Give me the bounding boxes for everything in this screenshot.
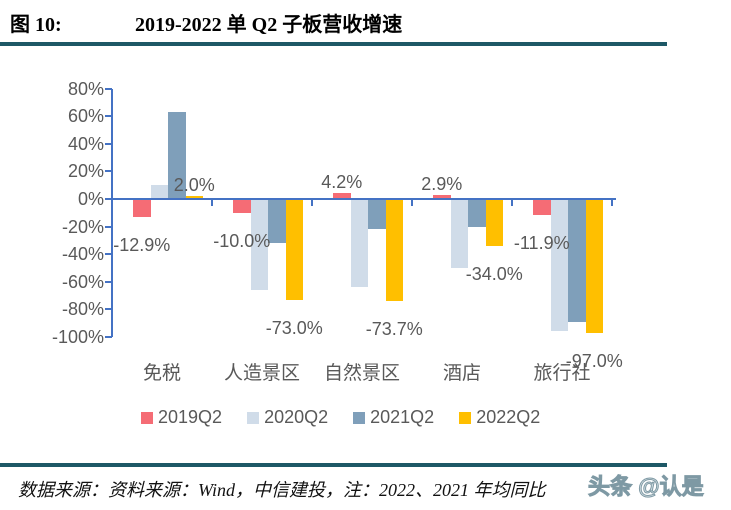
- legend-swatch: [353, 411, 366, 424]
- y-axis-line: [111, 88, 113, 337]
- figure-title: 2019-2022 单 Q2 子板营收增速: [135, 14, 403, 36]
- source-note: 数据来源：资料来源：Wind，中信建投，注：2022、2021 年均同比: [18, 480, 546, 500]
- x-axis-tick-mark: [611, 199, 613, 206]
- y-axis-tick-mark: [105, 253, 112, 256]
- data-label: 2.9%: [421, 173, 463, 194]
- legend-label: 2020Q2: [264, 407, 329, 427]
- data-label: -34.0%: [465, 263, 523, 284]
- y-axis-tick-mark: [105, 336, 112, 338]
- footer-rule: [0, 463, 667, 467]
- bar-2020Q2-旅行社: [550, 199, 568, 332]
- x-axis-zero-line: [111, 198, 616, 200]
- bar-2022Q2-旅行社: [585, 199, 603, 333]
- y-axis-tick-label: 20%: [67, 161, 104, 182]
- y-axis-tick-mark: [105, 170, 112, 173]
- bar-2020Q2-免税: [150, 185, 168, 199]
- bar-2021Q2-自然景区: [368, 199, 386, 230]
- bar-2022Q2-自然景区: [385, 199, 403, 301]
- bar-2019Q2-酒店: [433, 194, 451, 199]
- bar-2019Q2-人造景区: [233, 199, 251, 213]
- y-axis-tick-mark: [105, 87, 112, 90]
- legend-item-2020Q2: 2020Q2: [247, 407, 328, 428]
- y-axis-tick-mark: [105, 198, 112, 200]
- legend-label: 2019Q2: [158, 407, 223, 427]
- y-axis-tick-label: 40%: [67, 133, 104, 154]
- x-axis-category-label: 人造景区: [223, 363, 300, 384]
- x-axis-category-label: 自然景区: [323, 363, 400, 384]
- y-axis-tick-label: -40%: [61, 244, 104, 265]
- y-axis-tick-mark: [105, 142, 112, 145]
- bar-2021Q2-旅行社: [568, 199, 586, 322]
- bar-2019Q2-免税: [133, 199, 151, 217]
- bar-2020Q2-自然景区: [350, 199, 368, 288]
- x-axis-category-label: 酒店: [442, 363, 481, 384]
- chart-legend: 2019Q2 2020Q2 2021Q2 2022Q2: [141, 407, 540, 428]
- x-axis-category-label: 旅行社: [533, 363, 591, 384]
- data-label: -73.0%: [265, 317, 323, 338]
- y-axis-tick-label: -20%: [61, 216, 104, 237]
- legend-label: 2022Q2: [476, 407, 541, 427]
- bar-chart: 80% 60% 40% 20% 0% -20% -40% -60% -80% -100% -12.9…: [51, 78, 623, 384]
- legend-swatch: [459, 411, 472, 424]
- y-axis-tick-label: 0%: [77, 189, 104, 209]
- legend-swatch: [141, 411, 153, 424]
- bar-2022Q2-免税: [185, 196, 203, 199]
- x-axis-tick-mark: [411, 199, 413, 206]
- bar-2022Q2-酒店: [485, 199, 503, 246]
- data-label: -97.0%: [565, 350, 623, 371]
- x-axis-tick-mark: [311, 199, 313, 206]
- legend-item-2019Q2: 2019Q2: [141, 407, 222, 428]
- data-label: 4.2%: [321, 172, 363, 193]
- y-axis-tick-mark: [105, 115, 112, 118]
- y-axis-tick-mark: [105, 308, 112, 311]
- y-axis-tick-mark: [105, 280, 112, 283]
- bar-2019Q2-自然景区: [333, 193, 351, 199]
- y-axis-tick-mark: [105, 225, 112, 228]
- data-label: 2.0%: [173, 175, 215, 196]
- legend-item-2022Q2: 2022Q2: [459, 407, 540, 428]
- bar-2020Q2-酒店: [450, 199, 468, 268]
- legend-swatch: [247, 411, 260, 424]
- bar-2021Q2-人造景区: [268, 199, 286, 244]
- bar-2020Q2-人造景区: [250, 199, 268, 291]
- y-axis-tick-label: -100%: [51, 327, 104, 347]
- x-axis-tick-mark: [111, 199, 113, 206]
- legend-item-2021Q2: 2021Q2: [353, 407, 434, 428]
- header-rule: [0, 42, 667, 46]
- watermark-text: 头条 @认是: [588, 474, 705, 500]
- bar-2019Q2-旅行社: [533, 199, 551, 216]
- bar-2021Q2-酒店: [468, 199, 486, 227]
- figure-label: 图 10:: [10, 14, 62, 36]
- bar-2021Q2-免税: [168, 112, 186, 199]
- y-axis-tick-label: -80%: [61, 299, 104, 320]
- bar-2022Q2-人造景区: [285, 199, 303, 300]
- y-axis-tick-label: -60%: [61, 271, 104, 292]
- y-axis-tick-label: 60%: [67, 106, 104, 127]
- data-label: -73.7%: [365, 318, 423, 339]
- data-label: -11.9%: [513, 233, 570, 254]
- data-label: -12.9%: [113, 234, 171, 255]
- x-axis-tick-mark: [211, 199, 213, 206]
- x-axis-category-label: 免税: [142, 363, 181, 384]
- legend-label: 2021Q2: [370, 407, 435, 427]
- y-axis-tick-label: 80%: [67, 78, 104, 99]
- data-label: -10.0%: [213, 230, 271, 251]
- x-axis-tick-mark: [511, 199, 513, 206]
